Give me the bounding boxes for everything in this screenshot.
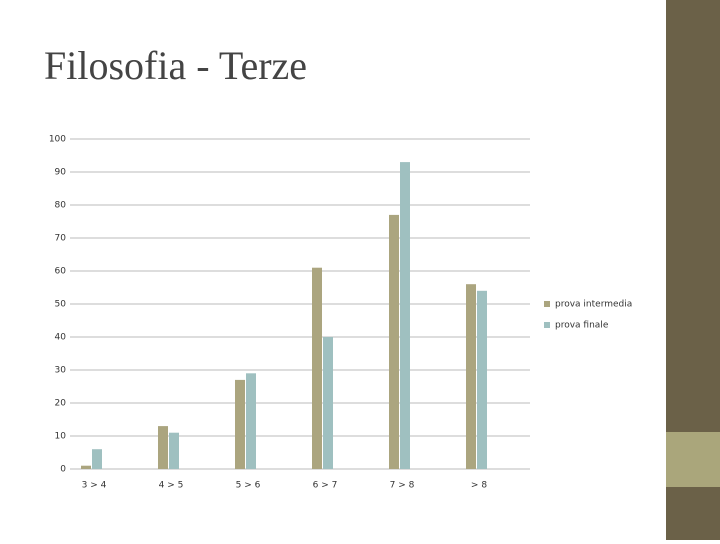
side-accent	[666, 432, 720, 487]
x-tick-label: 3 > 4	[82, 481, 107, 491]
x-tick-label: > 8	[471, 481, 487, 491]
bar	[158, 426, 168, 469]
bar	[389, 214, 399, 469]
legend-swatch	[544, 322, 550, 328]
x-tick-label: 7 > 8	[390, 481, 415, 491]
y-tick-label: 80	[55, 201, 67, 211]
bar	[400, 162, 410, 469]
bar	[81, 465, 91, 469]
y-tick-label: 30	[55, 366, 67, 376]
x-tick-label: 4 > 5	[159, 481, 184, 491]
y-tick-label: 100	[49, 135, 66, 145]
y-tick-label: 90	[55, 168, 67, 178]
bar	[169, 432, 179, 469]
y-tick-label: 20	[55, 399, 67, 409]
y-tick-label: 70	[55, 234, 67, 244]
bar	[312, 267, 322, 469]
y-tick-label: 50	[55, 300, 67, 310]
legend-label: prova intermedia	[555, 300, 632, 310]
legend-swatch	[544, 301, 550, 307]
y-tick-label: 0	[60, 465, 66, 475]
bar	[466, 284, 476, 469]
chart-title: Filosofia - Terze	[44, 43, 307, 88]
bar	[477, 290, 487, 469]
bar	[323, 337, 333, 469]
bar	[92, 449, 102, 469]
y-tick-label: 60	[55, 267, 67, 277]
bar	[246, 373, 256, 469]
x-tick-label: 6 > 7	[313, 481, 338, 491]
x-tick-label: 5 > 6	[236, 481, 261, 491]
legend-label: prova finale	[555, 321, 609, 331]
bar	[235, 379, 245, 469]
y-tick-label: 40	[55, 333, 67, 343]
y-tick-label: 10	[55, 432, 67, 442]
